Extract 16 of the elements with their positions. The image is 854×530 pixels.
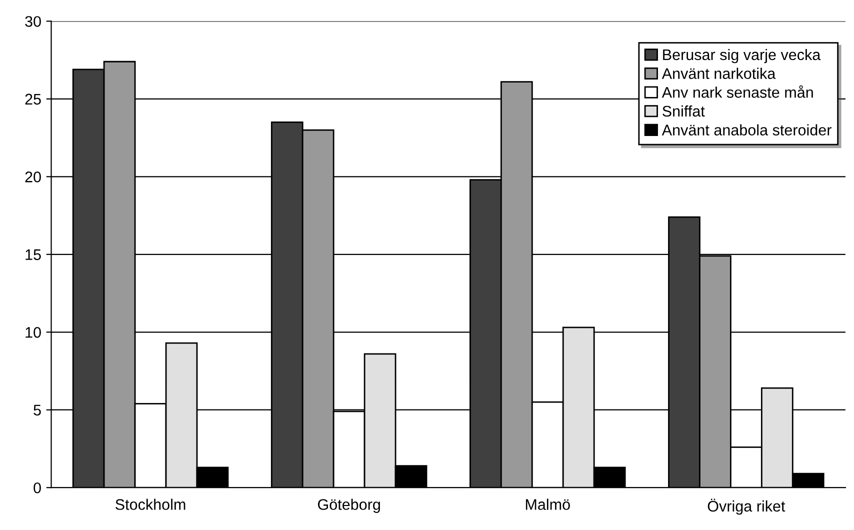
- legend-label: Sniffat: [662, 105, 705, 117]
- legend-label: Anv nark senaste mån: [662, 85, 813, 98]
- x-tick-label: Göteborg: [318, 498, 380, 513]
- legend-label: Använt narkotika: [662, 68, 776, 79]
- y-tick-label: 15: [26, 249, 41, 260]
- y-tick-label: 20: [25, 172, 41, 182]
- y-tick-label: 5: [34, 404, 41, 416]
- y-tick-label: 25: [25, 94, 41, 105]
- legend-label: Använt anabola steroider: [662, 124, 832, 136]
- x-tick-label: Malmö: [526, 498, 570, 510]
- x-tick-label: Stockholm: [116, 498, 186, 510]
- y-tick-label: 10: [26, 327, 41, 338]
- x-tick-label: Övriga riket: [708, 498, 786, 515]
- y-tick-label: 30: [25, 16, 41, 27]
- legend-label: Berusar sig varje vecka: [663, 48, 821, 64]
- y-tick-label: 0: [34, 482, 41, 494]
